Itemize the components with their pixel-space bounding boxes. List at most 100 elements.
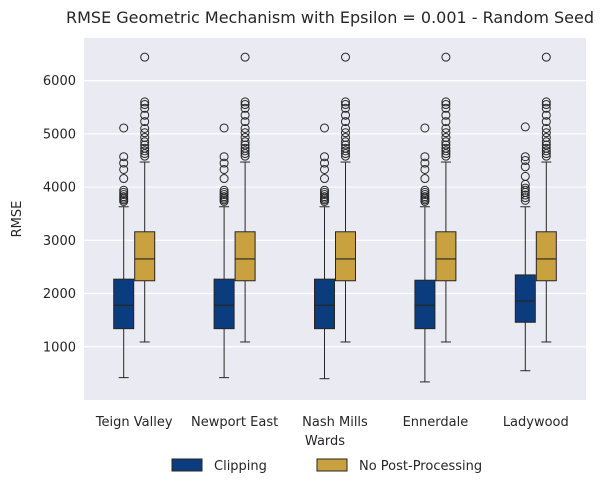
box-body — [514, 274, 536, 323]
outlier-point — [341, 117, 350, 127]
chart-title: RMSE Geometric Mechanism with Epsilon = … — [66, 8, 594, 27]
outlier-point — [119, 123, 129, 133]
outlier-point — [341, 110, 350, 120]
outlier-point — [441, 124, 451, 133]
box-no-post-processing — [435, 52, 457, 343]
outlier-point — [420, 185, 430, 195]
outlier-point — [341, 133, 350, 143]
outlier-point — [541, 143, 551, 153]
outlier-point — [541, 133, 551, 143]
outlier-point — [341, 124, 350, 133]
box-no-post-processing — [335, 52, 356, 343]
box-groups — [113, 52, 557, 383]
y-tick-label-2000: 2000 — [43, 287, 76, 302]
outlier-point — [219, 174, 229, 184]
outlier-point — [240, 149, 250, 159]
outlier-point — [240, 128, 250, 138]
outlier-point — [140, 146, 150, 156]
outlier-point — [341, 149, 350, 159]
outlier-point — [341, 140, 350, 150]
y-tick-label-4000: 4000 — [43, 181, 76, 196]
outlier-point — [420, 187, 430, 197]
outlier-point — [341, 103, 350, 113]
outlier-point — [320, 190, 329, 200]
outlier-point — [541, 103, 551, 113]
box-no-post-processing — [134, 52, 156, 343]
outlier-point — [219, 123, 229, 133]
outlier-point — [320, 158, 329, 168]
outlier-point — [119, 174, 129, 184]
outlier-point — [441, 137, 451, 147]
outlier-point — [140, 133, 150, 143]
outlier-point — [219, 190, 229, 200]
x-axis: Teign Valley Newport East Nash Mills Ennerd… — [95, 415, 569, 430]
outlier-point — [140, 149, 150, 159]
outlier-point — [541, 110, 551, 120]
outlier-point — [541, 124, 551, 133]
outlier-point — [119, 185, 129, 195]
outlier-point — [320, 164, 329, 174]
outlier-point — [240, 143, 250, 153]
box-body — [535, 231, 557, 282]
outlier-point — [219, 158, 229, 168]
outlier-point — [140, 110, 150, 120]
outlier-point — [119, 187, 129, 197]
outlier-point — [441, 117, 451, 127]
outlier-point — [341, 128, 350, 138]
box-body — [134, 231, 156, 282]
outlier-point — [520, 193, 530, 203]
outlier-point — [441, 128, 451, 138]
outlier-point — [520, 185, 530, 195]
outlier-point — [420, 152, 430, 162]
y-tick-label-5000: 5000 — [43, 127, 76, 142]
outlier-point — [240, 97, 250, 107]
box-clipping — [514, 122, 536, 372]
outlier-point — [320, 192, 329, 202]
outlier-point — [140, 100, 150, 110]
outlier-point — [119, 192, 129, 202]
outlier-point — [240, 137, 250, 147]
outlier-point — [140, 52, 150, 62]
outlier-point — [219, 187, 229, 197]
outlier-point — [520, 155, 530, 165]
outlier-point — [219, 185, 229, 195]
outlier-point — [341, 52, 350, 62]
outlier-point — [441, 149, 451, 159]
x-tick-label: Teign Valley — [95, 415, 173, 430]
outlier-point — [441, 146, 451, 156]
outlier-point — [140, 124, 150, 133]
outlier-point — [441, 103, 451, 113]
y-tick-label-1000: 1000 — [43, 340, 76, 355]
outlier-point — [420, 123, 430, 133]
outlier-point — [219, 164, 229, 174]
outlier-point — [420, 164, 430, 174]
outlier-point — [541, 97, 551, 107]
outlier-point — [341, 146, 350, 156]
outlier-point — [541, 52, 551, 62]
outlier-point — [140, 140, 150, 150]
outlier-point — [240, 103, 250, 113]
outlier-point — [119, 190, 129, 200]
outlier-point — [520, 162, 530, 172]
box-body — [113, 278, 135, 330]
box-body — [213, 278, 235, 330]
outlier-point — [541, 128, 551, 138]
outlier-point — [240, 117, 250, 127]
x-tick-label: Newport East — [191, 415, 278, 430]
outlier-point — [420, 192, 430, 202]
outlier-point — [240, 110, 250, 120]
box-body — [435, 231, 457, 282]
outlier-point — [441, 97, 451, 107]
outlier-point — [240, 100, 250, 110]
box-clipping — [414, 123, 436, 383]
legend-label: No Post-Processing — [359, 459, 482, 474]
outlier-point — [119, 152, 129, 162]
outlier-point — [341, 97, 350, 107]
outlier-point — [219, 192, 229, 202]
outlier-point — [420, 190, 430, 200]
outlier-point — [320, 152, 329, 162]
legend-label: Clipping — [214, 459, 267, 474]
outlier-point — [441, 52, 451, 62]
box-body — [314, 278, 335, 330]
